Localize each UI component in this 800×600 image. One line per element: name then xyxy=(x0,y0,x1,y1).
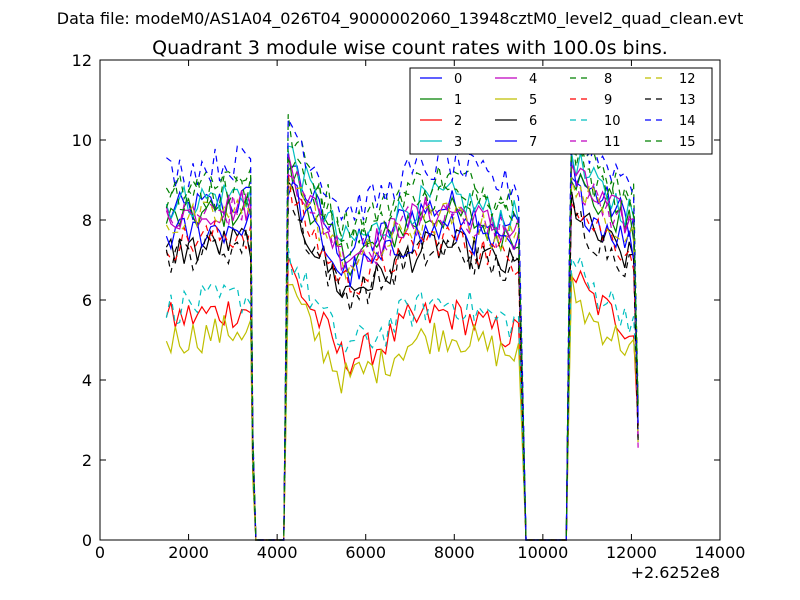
x-axis-offset-label: +2.6252e8 xyxy=(631,563,720,582)
legend-label-1: 1 xyxy=(454,93,462,108)
y-tick-label: 12 xyxy=(72,51,92,70)
x-tick-label: 10000 xyxy=(517,543,568,562)
x-tick-label: 4000 xyxy=(257,543,298,562)
y-tick-label: 2 xyxy=(82,451,92,470)
legend-label-0: 0 xyxy=(454,72,462,87)
legend-label-5: 5 xyxy=(529,93,537,108)
legend-label-4: 4 xyxy=(529,72,537,87)
legend-label-10: 10 xyxy=(604,114,621,129)
legend-frame xyxy=(409,67,713,155)
y-tick-label: 10 xyxy=(72,131,92,150)
x-tick-label: 14000 xyxy=(695,543,746,562)
legend-label-9: 9 xyxy=(604,93,612,108)
legend-label-12: 12 xyxy=(679,72,696,87)
series-layer xyxy=(165,114,639,541)
chart-title: Quadrant 3 module wise count rates with … xyxy=(152,37,668,59)
x-tick-label: 2000 xyxy=(168,543,209,562)
series-line-8 xyxy=(165,114,639,541)
y-tick-label: 6 xyxy=(82,291,92,310)
y-tick-label: 4 xyxy=(82,371,92,390)
x-tick-label: 12000 xyxy=(606,543,657,562)
y-tick-label: 8 xyxy=(82,211,92,230)
y-tick-label: 0 xyxy=(82,531,92,550)
series-line-15 xyxy=(165,133,639,541)
legend-label-7: 7 xyxy=(529,135,537,150)
series-line-10 xyxy=(165,247,639,541)
legend-label-2: 2 xyxy=(454,114,462,129)
legend-label-8: 8 xyxy=(604,72,612,87)
figure-suptitle: Data file: modeM0/AS1A04_026T04_90000020… xyxy=(57,9,743,29)
x-axis: 0 2000 4000 6000 8000 10000 12000 14000 xyxy=(95,60,746,562)
legend-label-11: 11 xyxy=(604,135,621,150)
x-tick-label: 0 xyxy=(95,543,105,562)
x-tick-label: 6000 xyxy=(345,543,386,562)
legend-label-14: 14 xyxy=(679,114,696,129)
x-tick-label: 8000 xyxy=(434,543,475,562)
series-line-14 xyxy=(166,116,639,541)
legend-label-13: 13 xyxy=(679,93,696,108)
legend-label-15: 15 xyxy=(679,135,696,150)
series-line-5 xyxy=(165,273,639,541)
legend-label-6: 6 xyxy=(529,114,537,129)
legend-label-3: 3 xyxy=(454,135,462,150)
